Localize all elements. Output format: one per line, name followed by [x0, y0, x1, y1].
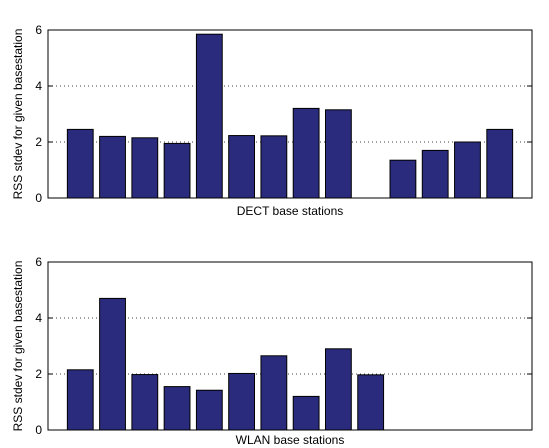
dect-bar: [99, 135, 126, 199]
wlan-bar: [195, 389, 223, 431]
dect-bar: [486, 128, 514, 199]
wlan-gridlines: [48, 317, 532, 375]
dect-x-axis-label: DECT base stations: [237, 204, 344, 218]
wlan-bar: [99, 297, 126, 431]
dect-y-tick-label: 0: [35, 191, 42, 205]
dect-bar: [389, 159, 417, 199]
dect-bar: [163, 142, 191, 199]
wlan-bar: [66, 369, 94, 431]
dect-y-ticks: 0 2 4 6: [35, 23, 532, 205]
dect-bar: [260, 135, 288, 199]
dect-y-axis-label: RSS stdev for given basestation: [11, 29, 25, 200]
dect-chart: 0 2 4 6 DECT base stations RSS stdev for gi…: [11, 23, 533, 218]
wlan-x-axis-label: WLAN base stations: [236, 433, 345, 447]
dect-bars: [66, 33, 514, 199]
wlan-bar: [163, 386, 191, 431]
dect-bar: [421, 149, 449, 199]
dect-bar: [66, 128, 94, 199]
dect-y-tick-label: 4: [35, 79, 42, 93]
dect-bar: [228, 135, 256, 199]
dect-y-tick-label: 6: [35, 23, 42, 37]
wlan-bars: [66, 297, 385, 431]
wlan-y-axis-label: RSS stdev for given basestation: [11, 261, 25, 432]
dect-bar: [292, 107, 320, 199]
wlan-bar: [324, 348, 352, 431]
wlan-bar: [292, 395, 320, 431]
dect-gridlines: [48, 85, 532, 143]
wlan-y-tick-label: 0: [35, 423, 42, 437]
dect-bar: [454, 141, 481, 199]
wlan-y-ticks: 0 2 4 6: [35, 255, 532, 437]
wlan-chart: 0 2 4 6 WLAN base stations RSS stdev for gi…: [11, 255, 533, 447]
dect-y-tick-label: 2: [35, 135, 42, 149]
wlan-y-tick-label: 2: [35, 367, 42, 381]
wlan-bar: [260, 355, 288, 431]
wlan-bar: [228, 372, 256, 431]
wlan-plot-frame: [47, 261, 533, 431]
dect-bar: [131, 137, 159, 199]
dect-plot-frame: [47, 29, 533, 199]
dect-bar: [324, 109, 352, 199]
wlan-bar: [357, 374, 385, 431]
wlan-y-tick-label: 4: [35, 311, 42, 325]
dect-bar: [195, 33, 223, 199]
wlan-bar: [131, 374, 159, 431]
wlan-y-tick-label: 6: [35, 255, 42, 269]
